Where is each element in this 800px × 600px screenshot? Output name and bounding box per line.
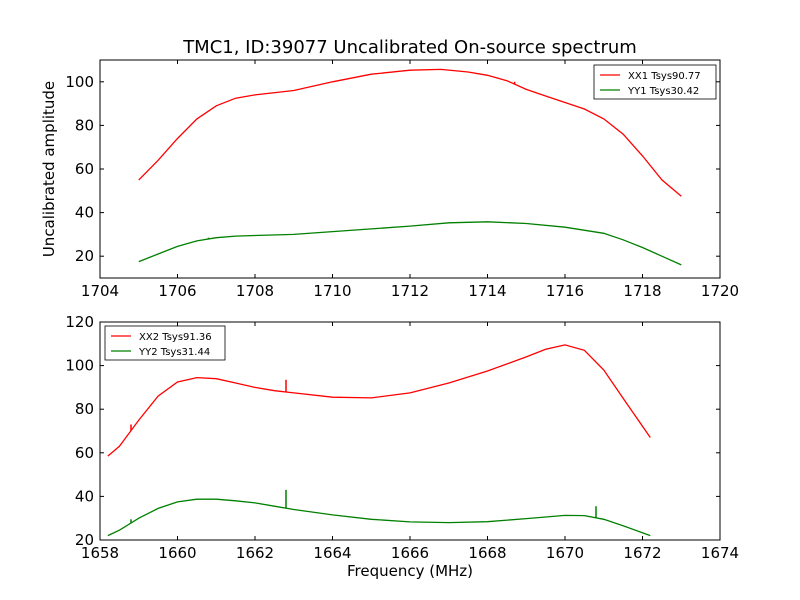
bottom-series-line-2 bbox=[107, 498, 651, 537]
top-ytick-label: 40 bbox=[75, 204, 94, 222]
top-chart-plot-area: 1704 1706 1708 1710 1712 1714 1716 1718 1720 20 40… bbox=[65, 59, 739, 300]
bottom-xtick-label: 1666 bbox=[391, 544, 429, 562]
top-xtick-label: 1718 bbox=[623, 282, 661, 300]
top-legend-label-1: XX1 Tsys90.77 bbox=[628, 71, 701, 82]
top-ytick-label: 100 bbox=[65, 73, 94, 91]
bottom-ytick-label: 20 bbox=[75, 531, 94, 549]
bottom-chart-panel: Frequency (MHz) 1658 1660 1662 1664 1666 1668… bbox=[65, 313, 739, 580]
top-xtick-label: 1704 bbox=[81, 282, 119, 300]
top-xtick-label: 1708 bbox=[236, 282, 274, 300]
top-chart-panel: TMC1, ID:39077 Uncalibrated On-source sp… bbox=[40, 37, 739, 300]
bottom-chart-plot-area: 1658 1660 1662 1664 1666 1668 1670 1672 1674 20 40… bbox=[65, 313, 739, 562]
bottom-xtick-label: 1672 bbox=[623, 544, 661, 562]
top-chart-legend: XX1 Tsys90.77 YY1 Tsys30.42 bbox=[593, 64, 717, 100]
top-xtick-label: 1720 bbox=[701, 282, 739, 300]
bottom-xtick-label: 1674 bbox=[701, 544, 739, 562]
top-xtick-label: 1714 bbox=[468, 282, 506, 300]
top-series-line-1 bbox=[138, 68, 682, 197]
top-legend-box bbox=[593, 64, 717, 100]
bottom-xtick-label: 1662 bbox=[236, 544, 274, 562]
bottom-series-line-1 bbox=[107, 344, 651, 457]
top-xtick-label: 1712 bbox=[391, 282, 429, 300]
bottom-xtick-label: 1668 bbox=[468, 544, 506, 562]
bottom-xtick-label: 1670 bbox=[546, 544, 584, 562]
bottom-legend-box bbox=[104, 325, 226, 361]
bottom-ytick-label: 60 bbox=[75, 444, 94, 462]
bottom-legend-label-1: XX2 Tsys91.36 bbox=[139, 332, 212, 343]
bottom-xtick-label: 1658 bbox=[81, 544, 119, 562]
bottom-ytick-label: 100 bbox=[65, 357, 94, 375]
bottom-ytick-label: 80 bbox=[75, 400, 94, 418]
bottom-ytick-label: 40 bbox=[75, 487, 94, 505]
top-series-line-2 bbox=[138, 221, 682, 266]
bottom-xtick-label: 1664 bbox=[313, 544, 351, 562]
top-ytick-label: 20 bbox=[75, 247, 94, 265]
bottom-chart-xlabel: Frequency (MHz) bbox=[347, 562, 473, 580]
bottom-xtick-label: 1660 bbox=[158, 544, 196, 562]
top-ytick-label: 80 bbox=[75, 116, 94, 134]
bottom-ytick-label: 120 bbox=[65, 313, 94, 331]
top-xtick-label: 1716 bbox=[546, 282, 584, 300]
top-chart-ylabel: Uncalibrated amplitude bbox=[40, 81, 58, 257]
top-xtick-label: 1706 bbox=[158, 282, 196, 300]
top-chart-title: TMC1, ID:39077 Uncalibrated On-source sp… bbox=[182, 37, 637, 58]
top-legend-label-2: YY1 Tsys30.42 bbox=[627, 86, 699, 97]
bottom-legend-label-2: YY2 Tsys31.44 bbox=[138, 347, 210, 358]
top-xtick-label: 1710 bbox=[313, 282, 351, 300]
bottom-chart-legend: XX2 Tsys91.36 YY2 Tsys31.44 bbox=[104, 325, 226, 361]
top-ytick-label: 60 bbox=[75, 160, 94, 178]
